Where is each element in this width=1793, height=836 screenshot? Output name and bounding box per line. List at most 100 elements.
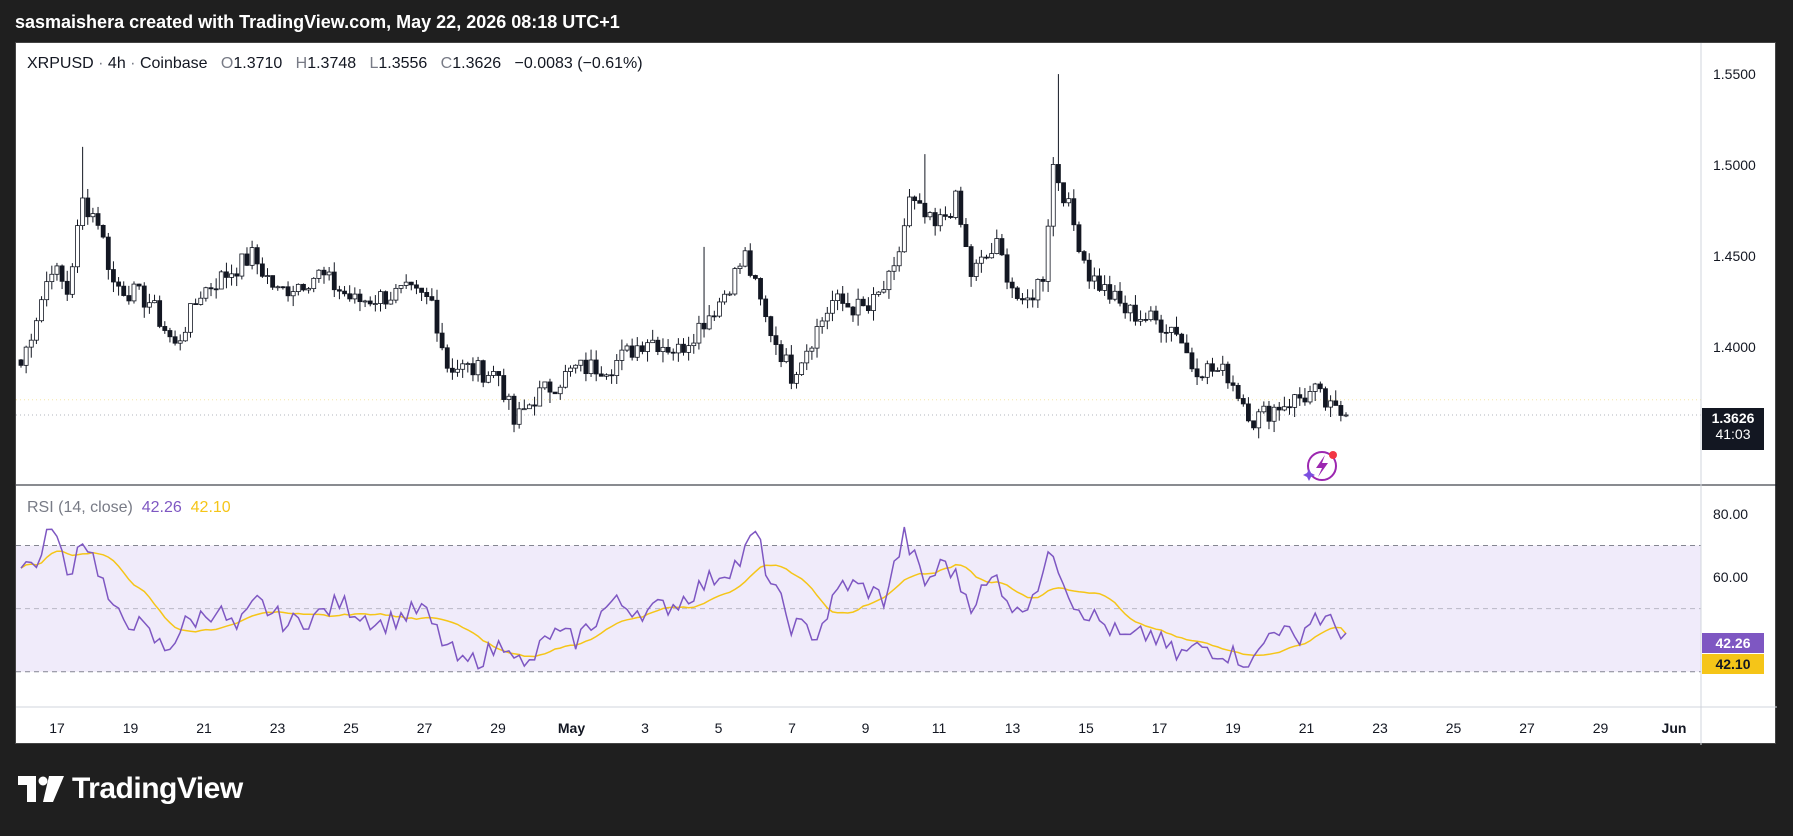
time-tick-label: 25 [343, 720, 359, 736]
candle-body [1168, 326, 1174, 333]
time-tick-label: 29 [1593, 720, 1609, 736]
candle-body [1158, 319, 1164, 333]
ohlc-legend[interactable]: XRPUSD · 4h · Coinbase O1.3710 H1.3748 L… [27, 55, 643, 72]
candle-body [814, 326, 820, 349]
candle-body [973, 262, 979, 277]
candle-body [573, 364, 579, 369]
candle-body [655, 339, 661, 353]
legend-close-label: C [440, 55, 453, 72]
flash-icon[interactable] [1303, 451, 1337, 481]
candle-body [1189, 352, 1195, 370]
candle-body [1287, 406, 1292, 409]
candle-body [39, 299, 44, 322]
legend-close: 1.3626 [452, 55, 502, 72]
candle-body [224, 271, 229, 278]
rsi-ma-tag-text: 42.10 [1715, 656, 1751, 672]
candle-body [357, 293, 363, 303]
rsi-tick-label: 60.00 [1713, 569, 1748, 585]
time-tick-label: 15 [1078, 720, 1094, 736]
candle-body [634, 345, 640, 358]
candle-body [681, 343, 686, 353]
candle-body [265, 275, 270, 277]
candle-body [660, 346, 666, 353]
tradingview-logo-icon [18, 776, 64, 802]
candle-body [1102, 284, 1108, 291]
candle-body [542, 381, 548, 389]
rsi-ma-line [20, 550, 1347, 658]
candle-body [44, 281, 50, 301]
candle-body [18, 359, 24, 366]
candle-body [403, 281, 409, 286]
candle-body [665, 346, 671, 353]
candle-body [367, 300, 373, 305]
candle-body [162, 326, 168, 331]
time-tick-label: 11 [932, 720, 947, 736]
candle-body [1081, 251, 1087, 261]
candle-body [968, 246, 974, 277]
candle-body [491, 371, 496, 376]
candle-body [1281, 406, 1287, 411]
candle-body [167, 330, 173, 338]
candle-body [254, 247, 260, 265]
candle-body [475, 360, 481, 376]
candle-body [989, 253, 995, 259]
chart-canvas[interactable]: 17 19 21 23 25 27 29 May 3 5 7 9 11 13 15 17 19 21 23 25 27 2… [16, 43, 1777, 745]
chart-frame[interactable]: 17 19 21 23 25 27 29 May 3 5 7 9 11 13 15 17 19 21 23 25 27 2… [15, 42, 1777, 745]
candle-body [326, 271, 332, 276]
candle-body [527, 404, 532, 410]
candle-body [686, 345, 692, 353]
candle-body [1307, 391, 1313, 403]
legend-open-label: O [220, 55, 234, 72]
candle-body [511, 395, 517, 425]
candle-body [280, 286, 286, 289]
rsi-line [20, 526, 1347, 670]
candle-body [778, 344, 784, 363]
candle-body [1328, 400, 1333, 408]
candle-body [234, 273, 240, 277]
time-tick-label: 9 [862, 720, 870, 736]
candle-body [1323, 388, 1328, 408]
candle-body [593, 359, 599, 375]
candle-body [1210, 363, 1215, 372]
candle-body [1066, 198, 1072, 204]
candle-body [917, 200, 923, 204]
candle-body [521, 408, 527, 411]
legend-symbol: XRPUSD [27, 55, 94, 72]
candle-body [516, 408, 522, 425]
price-tick-label: 1.5500 [1713, 66, 1756, 82]
legend-interval: 4h [107, 55, 126, 72]
candle-body [1179, 333, 1185, 344]
candle-body [840, 293, 846, 304]
candle-body [157, 300, 163, 327]
candle-body [901, 225, 907, 253]
candle-body [881, 289, 887, 293]
candle-body [999, 238, 1005, 256]
candle-body [819, 320, 825, 327]
candle-body [460, 363, 466, 370]
rsi-legend[interactable]: RSI (14, close) 42.26 42.10 [27, 499, 231, 517]
candle-body [1076, 224, 1082, 252]
candle-body [691, 342, 697, 347]
time-tick-label: 29 [490, 720, 506, 736]
candle-body [1276, 406, 1282, 411]
candle-body [121, 285, 127, 296]
candle-body [383, 291, 389, 305]
candle-body [1153, 310, 1159, 321]
candle-body [434, 299, 440, 334]
candle-body [799, 362, 805, 375]
candle-body [783, 354, 789, 363]
candle-body [1246, 403, 1251, 422]
candle-body [408, 281, 414, 286]
candle-body [732, 268, 738, 295]
rsi-pane [16, 526, 1701, 673]
candle-body [717, 301, 722, 317]
rsi-tag-text: 42.26 [1715, 635, 1751, 651]
candle-body [711, 315, 717, 318]
candle-body [1256, 411, 1262, 429]
candle-body [34, 320, 39, 341]
flash-icon-sparkle [1303, 469, 1315, 481]
tradingview-logo[interactable]: TradingView [18, 772, 243, 806]
candle-body [619, 349, 625, 361]
candle-body [1215, 370, 1221, 372]
candle-body [306, 288, 311, 291]
